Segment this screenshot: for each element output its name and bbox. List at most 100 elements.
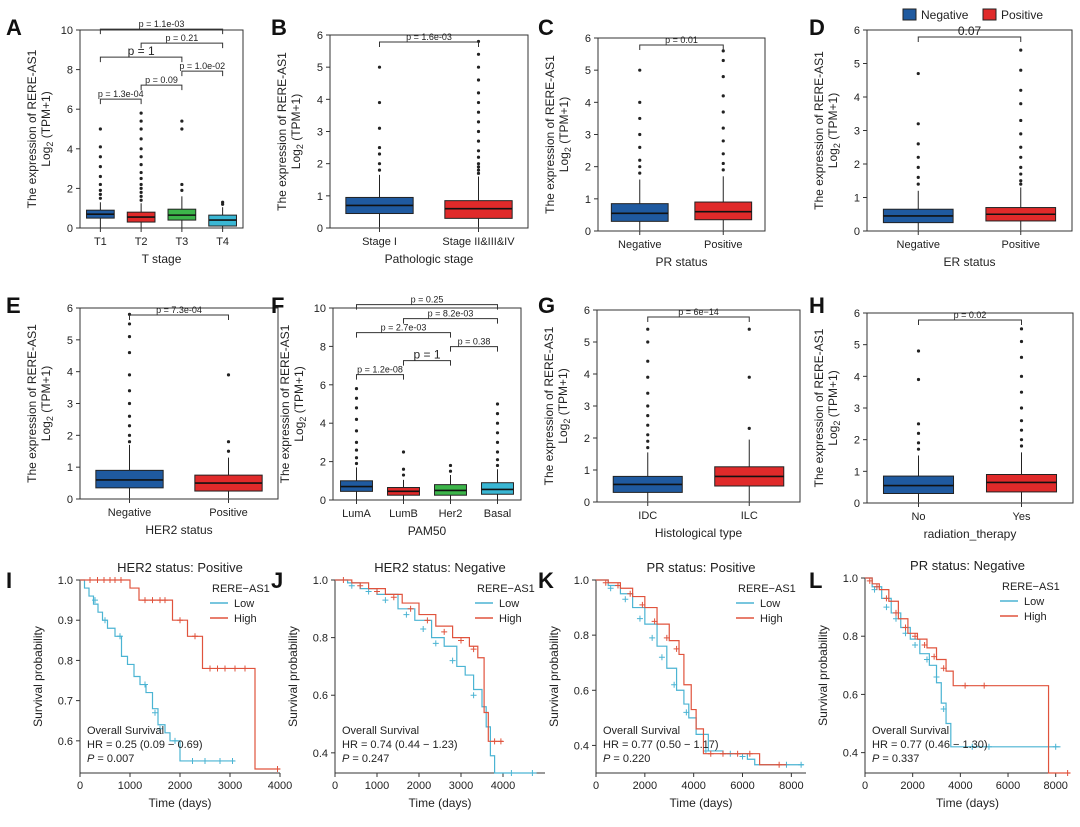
outlier-point	[1019, 444, 1024, 448]
annotation-p-label: P	[872, 753, 880, 765]
censor-mark	[441, 628, 448, 635]
censor-mark	[189, 757, 196, 764]
censor-mark	[902, 624, 909, 631]
x-tick-label: Negative	[108, 507, 151, 519]
y-tick-label: 5	[585, 65, 591, 77]
annotation-p-label: P	[87, 753, 95, 765]
x-tick-label: 6000	[996, 780, 1020, 792]
censor-mark	[892, 609, 899, 616]
y-axis-label: The expression of RERE-AS1	[542, 326, 556, 485]
outlier-point	[1019, 438, 1024, 442]
outlier-point	[1019, 355, 1024, 359]
panel-letter: D	[809, 15, 825, 40]
outlier-point	[1019, 132, 1023, 136]
y-tick-label: 1.0	[843, 573, 858, 585]
outlier-point	[139, 155, 143, 159]
outlier-point	[476, 52, 481, 56]
outlier-point	[1019, 406, 1024, 410]
outlier-point	[139, 176, 143, 181]
legend-label: High	[760, 613, 783, 625]
censor-mark	[229, 757, 236, 764]
censor-mark	[87, 577, 93, 583]
y-axis-unit-rest: (TPM+1)	[557, 97, 571, 147]
outlier-point	[495, 458, 500, 462]
y-tick-label: 6	[584, 305, 590, 317]
p-value-label: 0.07	[958, 24, 982, 38]
annotation-p-value: = 0.247	[349, 753, 389, 765]
y-tick-label: 0.8	[574, 630, 589, 642]
y-tick-label: 1.0	[574, 575, 589, 587]
y-axis-label: Survival probability	[816, 625, 830, 726]
outlier-point	[1019, 88, 1023, 92]
y-axis-unit-rest: (TPM+1)	[292, 366, 306, 416]
annotation-hr: HR = 0.77 (0.50 − 1.17)	[603, 739, 719, 751]
x-tick-label: T3	[175, 236, 188, 248]
y-axis-label-unit: Log2 (TPM+1)	[39, 366, 55, 441]
outlier-point	[448, 469, 453, 473]
censor-mark	[432, 640, 439, 647]
annotation-p: P = 0.247	[342, 753, 389, 765]
y-tick-label: 0.4	[843, 748, 858, 760]
panel-letter: K	[538, 568, 554, 593]
panel-G: G 0 1 2 3 4 5 6 IDC ILC Histological type The expre…	[538, 293, 801, 540]
outlier-point	[1019, 339, 1024, 344]
censor-mark	[746, 750, 753, 757]
censor-mark	[382, 597, 389, 604]
outlier-point	[916, 182, 920, 186]
outlier-point	[1019, 118, 1023, 123]
y-tick-label: 0	[585, 226, 591, 238]
x-tick-label: Negative	[897, 239, 940, 251]
y-axis-label-unit: Log2 (TPM+1)	[826, 93, 842, 168]
x-tick-label: Basal	[484, 508, 512, 520]
outlier-point	[139, 137, 143, 141]
censor-mark	[157, 725, 163, 732]
legend-swatch	[902, 8, 917, 21]
survival-curve-low	[865, 577, 1061, 748]
outlier-point	[354, 440, 359, 444]
survival-curve-high	[335, 579, 503, 742]
censor-mark	[497, 738, 504, 745]
outlier-point	[1019, 374, 1024, 378]
y-tick-label: 4	[67, 144, 73, 156]
chart-title: PR status: Positive	[646, 560, 755, 575]
censor-mark	[172, 737, 178, 744]
censor-mark	[458, 637, 464, 644]
censor-mark	[671, 681, 678, 688]
outlier-point	[646, 375, 650, 379]
y-tick-label: 1.0	[313, 575, 328, 587]
x-tick-label: Negative	[618, 239, 661, 251]
y-tick-label: 1	[317, 191, 323, 203]
y-tick-label: 6	[854, 308, 860, 320]
outlier-point	[127, 433, 132, 437]
panel-letter: A	[6, 15, 22, 40]
censor-mark	[940, 665, 947, 672]
censor-mark	[873, 583, 880, 590]
annotation-overall-survival: Overall Survival	[603, 725, 680, 737]
censor-mark	[420, 625, 427, 632]
outlier-point	[354, 461, 359, 466]
x-axis-label: Time (days)	[149, 796, 212, 810]
y-tick-label: 0.6	[574, 685, 589, 697]
p-value-label: p = 1.3e-04	[98, 89, 144, 99]
censor-mark	[663, 634, 670, 641]
y-tick-label: 3	[585, 130, 591, 142]
y-axis-label-unit: Log2 (TPM+1)	[556, 368, 572, 443]
y-tick-label: 3	[67, 399, 73, 411]
outlier-point	[638, 145, 642, 149]
censor-mark	[192, 633, 198, 640]
annotation-p: P = 0.007	[87, 753, 134, 765]
censor-mark	[424, 617, 431, 624]
outlier-point	[139, 186, 143, 190]
legend-title: RERE−AS1	[738, 583, 796, 595]
censor-mark	[734, 750, 741, 757]
y-tick-label: 0.7	[58, 696, 73, 708]
outlier-point	[916, 377, 921, 382]
y-axis-label-unit: Log2 (TPM+1)	[292, 366, 308, 441]
outlier-point	[98, 127, 102, 131]
outlier-point	[638, 165, 642, 169]
y-tick-label: 6	[67, 104, 73, 116]
significance-bracket	[99, 56, 183, 63]
outlier-point	[476, 65, 481, 69]
x-tick-label: 2000	[900, 780, 924, 792]
outlier-point	[377, 145, 382, 150]
